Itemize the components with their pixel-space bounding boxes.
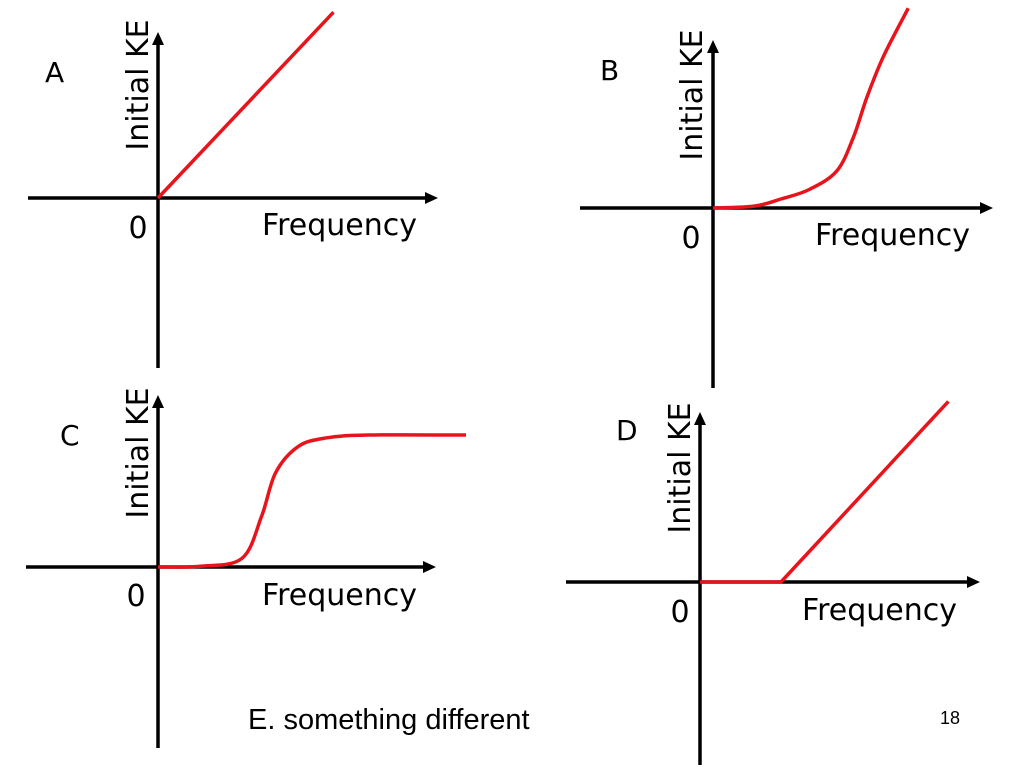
- origin-label-d: 0: [670, 595, 689, 630]
- y-axis-label-a: Initial KE: [121, 19, 156, 150]
- y-axis-arrow-a: [152, 32, 164, 45]
- option-e-text: E. something different: [248, 704, 530, 736]
- y-axis-label-b: Initial KE: [675, 29, 710, 160]
- x-axis-arrow-d: [967, 576, 980, 588]
- y-axis-arrow-c: [152, 395, 164, 408]
- series-line-d: [700, 400, 950, 584]
- y-axis-label-d: Initial KE: [663, 402, 698, 533]
- chart-panel-d: D Initial KE Frequency 0: [566, 400, 980, 765]
- x-axis-label-a: Frequency: [262, 208, 417, 243]
- panel-letter-c: C: [60, 419, 80, 452]
- x-axis-label-d: Frequency: [802, 593, 957, 628]
- panel-letter-b: B: [600, 54, 619, 87]
- origin-label-a: 0: [128, 211, 147, 246]
- y-axis-arrow-d: [694, 412, 706, 425]
- series-line-b: [712, 7, 910, 210]
- origin-label-c: 0: [126, 579, 145, 614]
- x-axis-arrow-b: [980, 202, 993, 214]
- chart-panel-a: A Initial KE Frequency 0: [28, 10, 438, 368]
- x-axis-arrow-c: [423, 561, 436, 573]
- y-axis-label-c: Initial KE: [121, 387, 156, 518]
- panel-letter-d: D: [616, 414, 638, 447]
- x-axis-arrow-a: [425, 192, 438, 204]
- y-axis-arrow-b: [707, 40, 719, 53]
- series-line-a: [156, 10, 335, 200]
- page-number: 18: [940, 708, 961, 728]
- panel-letter-a: A: [45, 56, 64, 89]
- x-axis-label-b: Frequency: [815, 218, 970, 253]
- x-axis-label-c: Frequency: [262, 578, 417, 613]
- chart-panel-c: C Initial KE Frequency 0: [26, 387, 467, 748]
- chart-panel-b: B Initial KE Frequency 0: [580, 7, 993, 388]
- series-line-c: [157, 433, 467, 569]
- origin-label-b: 0: [681, 221, 700, 256]
